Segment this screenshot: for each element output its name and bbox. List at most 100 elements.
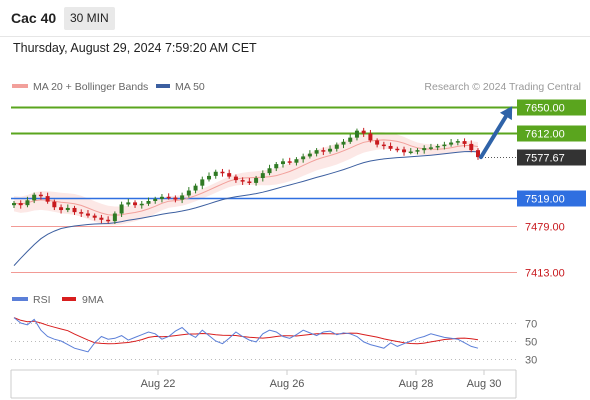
candle-body — [85, 213, 90, 216]
rsi-legend-swatch — [12, 297, 28, 301]
ma50-line — [13, 150, 479, 266]
current-price-tag-text: 7577.67 — [525, 153, 565, 165]
candle-body — [314, 150, 319, 154]
candle-body — [301, 156, 306, 160]
candle-body — [126, 202, 131, 205]
rsi-line — [13, 317, 479, 353]
candle-body — [307, 153, 312, 157]
rsi-ma-legend-label: 9MA — [82, 294, 104, 306]
rsi-legend-label: RSI — [33, 294, 51, 306]
candle-body — [65, 207, 70, 211]
header-bar: Cac 40 30 MIN — [0, 0, 590, 37]
ma20-legend-swatch — [12, 84, 28, 88]
candle-body — [186, 190, 191, 196]
ma20-legend-label: MA 20 + Bollinger Bands — [33, 81, 148, 93]
candle-body — [38, 194, 43, 197]
candle-body — [354, 130, 359, 138]
timeframe-button[interactable]: 30 MIN — [64, 7, 115, 30]
candle-body — [18, 203, 23, 206]
candle-body — [294, 159, 299, 163]
x-tick-label-aug-28: Aug 28 — [399, 378, 434, 390]
candle-body — [341, 141, 346, 145]
candle-body — [334, 144, 339, 149]
candle-body — [52, 201, 57, 208]
candle-body — [368, 133, 373, 141]
pivot-tag-text: 7519.00 — [525, 194, 565, 206]
candle-body — [106, 219, 111, 222]
candle-body — [375, 140, 380, 145]
candle-body — [328, 148, 333, 152]
candle-body — [173, 197, 178, 200]
support-label-7413-00: 7413.00 — [525, 268, 565, 280]
rsi-tick-50: 50 — [525, 337, 537, 349]
ma20-line — [13, 139, 479, 216]
candle-body — [428, 147, 433, 149]
candle-body — [462, 141, 467, 144]
candle-body — [254, 178, 259, 183]
candle-body — [59, 207, 64, 211]
candle-body — [213, 171, 218, 176]
x-tick-label-aug-22: Aug 22 — [141, 378, 176, 390]
candle-body — [408, 151, 413, 154]
ma50-legend-swatch — [156, 84, 170, 88]
candle-body — [321, 150, 326, 152]
candle-body — [274, 164, 279, 169]
timestamp: Thursday, August 29, 2024 7:59:20 AM CET — [13, 41, 257, 55]
candle-body — [267, 168, 272, 174]
candle-body — [133, 202, 138, 206]
candle-body — [166, 196, 171, 199]
candle-body — [180, 195, 185, 200]
candle-body — [381, 144, 386, 147]
candle-body — [348, 137, 353, 142]
candle-body — [32, 194, 37, 201]
candle-body — [361, 130, 366, 134]
candle-body — [45, 196, 50, 202]
resistance-tag-text-7612-00: 7612.00 — [525, 129, 565, 141]
candle-body — [153, 198, 158, 201]
candle-body — [388, 145, 393, 149]
ma50-legend-label: MA 50 — [175, 81, 205, 93]
candle-body — [146, 200, 151, 204]
candle-body — [415, 150, 420, 152]
symbol-title: Cac 40 — [11, 10, 57, 26]
candle-body — [79, 212, 84, 214]
current-price-tag — [517, 149, 586, 166]
support-label-7479-00: 7479.00 — [525, 222, 565, 234]
candle-body — [435, 145, 440, 148]
candle-body — [112, 213, 117, 222]
candle-body — [200, 179, 205, 186]
candle-body — [92, 215, 97, 218]
rsi-tick-70: 70 — [525, 319, 537, 331]
candle-body — [442, 144, 447, 147]
rsi-ma-line — [13, 317, 479, 345]
candle-body — [455, 141, 460, 143]
bollinger-band-area — [14, 132, 478, 226]
projection-arrow-head — [499, 106, 513, 121]
candle-body — [395, 148, 400, 151]
candle-body — [247, 181, 252, 183]
projection-arrow-shaft — [479, 111, 510, 160]
candle-body — [207, 175, 212, 180]
candle-body — [422, 148, 427, 151]
resistance-tag-7612-00 — [517, 125, 586, 142]
pivot-tag — [517, 190, 586, 207]
candle-body — [220, 171, 225, 174]
x-tick-label-aug-26: Aug 26 — [270, 378, 305, 390]
candle-body — [159, 196, 164, 199]
candle-body — [449, 142, 454, 145]
candle-body — [233, 176, 238, 181]
candle-body — [287, 161, 292, 163]
rsi-ma-legend-swatch — [62, 297, 76, 301]
candle-body — [12, 203, 16, 206]
candle-body — [72, 207, 77, 213]
candle-body — [119, 204, 124, 214]
candle-body — [260, 173, 265, 179]
candle-body — [469, 143, 474, 151]
candle-body — [402, 149, 407, 153]
candle-body — [227, 173, 232, 177]
candle-body — [25, 200, 30, 206]
copyright-label: Research © 2024 Trading Central — [424, 81, 581, 93]
resistance-tag-text-7650-00: 7650.00 — [525, 103, 565, 115]
